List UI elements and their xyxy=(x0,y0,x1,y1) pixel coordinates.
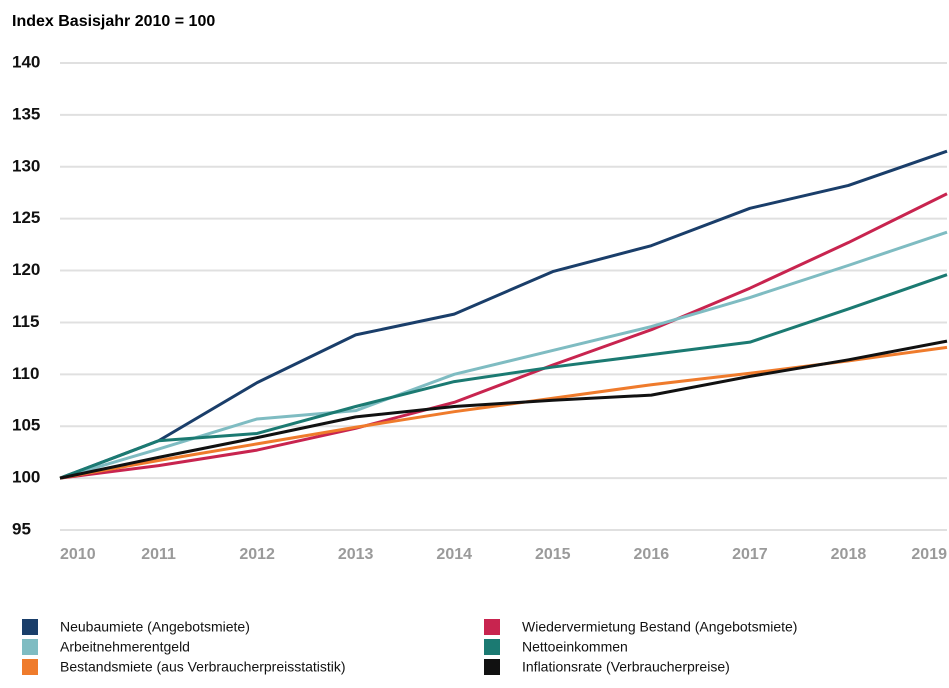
legend-label: Wiedervermietung Bestand (Angebotsmiete) xyxy=(522,619,797,635)
legend-label: Bestandsmiete (aus Verbraucherpreisstati… xyxy=(60,659,346,675)
y-tick-label: 120 xyxy=(12,260,40,279)
x-tick-label: 2015 xyxy=(535,546,571,563)
series-line xyxy=(59,273,948,480)
x-tick-label: 2017 xyxy=(732,546,768,563)
series-line xyxy=(59,192,948,480)
legend-swatch xyxy=(22,639,38,655)
y-tick-label: 130 xyxy=(12,156,40,175)
x-tick-label: 2011 xyxy=(141,546,176,563)
series-line xyxy=(59,149,948,480)
x-tick-label: 2012 xyxy=(239,546,275,563)
legend-swatch xyxy=(22,619,38,635)
y-axis-label: Index Basisjahr 2010 = 100 xyxy=(12,13,215,30)
legend-label: Inflationsrate (Verbraucherpreise) xyxy=(522,659,730,675)
y-tick-label: 135 xyxy=(12,104,40,123)
legend-label: Neubaumiete (Angebotsmiete) xyxy=(60,619,250,635)
legend-swatch xyxy=(484,639,500,655)
y-tick-label: 140 xyxy=(12,52,40,71)
series-line xyxy=(59,230,948,480)
y-tick-label: 95 xyxy=(12,519,31,538)
legend-label: Nettoeinkommen xyxy=(522,639,628,655)
x-tick-label: 2010 xyxy=(60,546,96,563)
y-tick-label: 105 xyxy=(12,416,40,435)
x-tick-label: 2018 xyxy=(831,546,867,563)
y-tick-label: 100 xyxy=(12,468,40,487)
x-tick-label: 2016 xyxy=(634,546,670,563)
y-tick-label: 125 xyxy=(12,208,40,227)
x-tick-label: 2019 xyxy=(911,546,947,563)
x-tick-label: 2014 xyxy=(436,546,472,563)
y-tick-label: 110 xyxy=(12,364,39,383)
legend-label: Arbeitnehmerentgeld xyxy=(60,639,190,655)
legend-swatch xyxy=(484,659,500,675)
x-tick-label: 2013 xyxy=(338,546,374,563)
series-line xyxy=(59,339,948,480)
y-tick-label: 115 xyxy=(12,312,39,331)
legend-swatch xyxy=(22,659,38,675)
legend-swatch xyxy=(484,619,500,635)
